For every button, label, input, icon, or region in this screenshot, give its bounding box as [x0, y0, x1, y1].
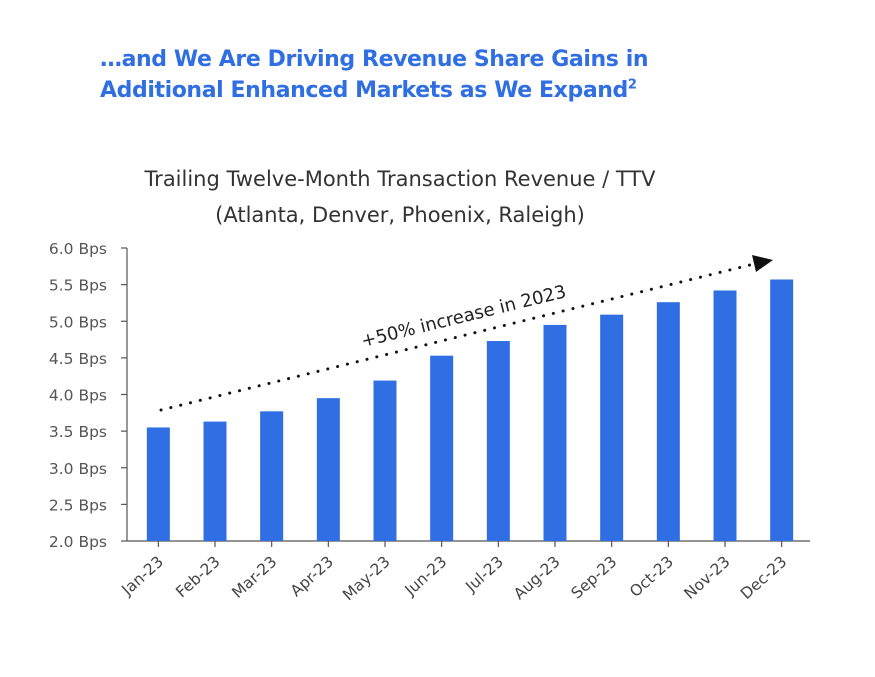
- y-tick-label: 4.5 Bps: [49, 350, 107, 368]
- x-tick-label: Oct-23: [626, 553, 677, 601]
- headline-line-2-text: Additional Enhanced Markets as We Expand: [100, 78, 628, 103]
- y-tick-label: 5.5 Bps: [49, 277, 107, 295]
- trend-arrow-head: [752, 255, 773, 272]
- x-tick-label: May-23: [339, 553, 393, 605]
- bar: [203, 421, 227, 541]
- chart-title-block: Trailing Twelve-Month Transaction Revenu…: [80, 161, 720, 233]
- bar: [146, 427, 170, 541]
- headline-line-2: Additional Enhanced Markets as We Expand…: [100, 75, 820, 106]
- bar: [486, 341, 510, 541]
- y-tick-label: 3.0 Bps: [49, 460, 107, 478]
- y-tick-label: 3.5 Bps: [49, 423, 107, 441]
- x-tick-label: Nov-23: [681, 553, 734, 603]
- y-tick-label: 2.0 Bps: [49, 533, 107, 551]
- bar: [656, 302, 680, 541]
- x-tick-label: Feb-23: [172, 553, 223, 602]
- chart-subtitle: (Atlanta, Denver, Phoenix, Raleigh): [215, 203, 585, 227]
- y-tick-label: 6.0 Bps: [49, 240, 107, 258]
- bar: [600, 314, 624, 541]
- headline-line-1: …and We Are Driving Revenue Share Gains …: [100, 47, 649, 72]
- x-tick-label: Sep-23: [568, 553, 621, 603]
- x-tick-label: Mar-23: [228, 553, 280, 602]
- headline: …and We Are Driving Revenue Share Gains …: [100, 44, 820, 106]
- x-tick-label: Jul-23: [462, 553, 508, 597]
- bar: [543, 324, 567, 541]
- y-tick-label: 4.0 Bps: [49, 387, 107, 405]
- chart-title: Trailing Twelve-Month Transaction Revenu…: [144, 167, 656, 191]
- trend-annotation: +50% increase in 2023: [359, 281, 568, 352]
- x-tick-label: Jan-23: [118, 553, 167, 600]
- x-tick-label: Apr-23: [287, 553, 337, 601]
- x-tick-label: Dec-23: [737, 553, 790, 603]
- bar: [260, 411, 284, 541]
- y-tick-label: 2.5 Bps: [49, 496, 107, 514]
- bar: [770, 279, 794, 541]
- bar: [713, 290, 737, 541]
- bar: [430, 355, 454, 541]
- x-tick-label: Jun-23: [401, 553, 451, 600]
- x-tick-label: Aug-23: [510, 553, 563, 604]
- footnote-mark: 2: [627, 77, 637, 93]
- trend-arrow-line: [159, 261, 760, 412]
- y-tick-label: 5.0 Bps: [49, 313, 107, 331]
- bar: [316, 398, 340, 541]
- bar: [373, 380, 397, 541]
